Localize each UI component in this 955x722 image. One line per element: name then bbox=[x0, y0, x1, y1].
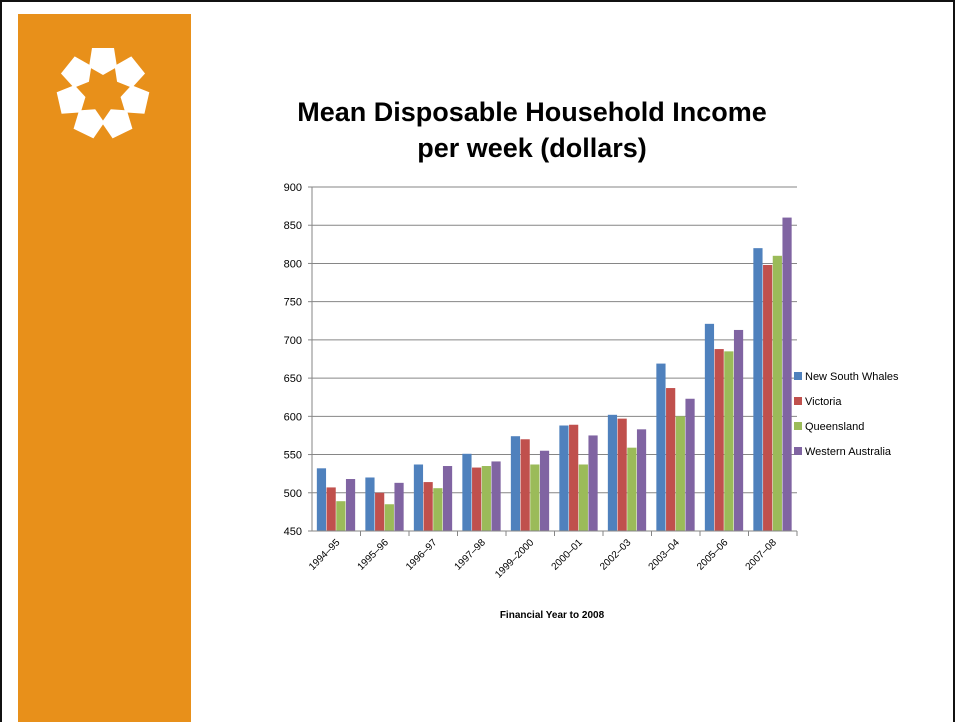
x-tick-label: 2002–03 bbox=[598, 537, 634, 573]
bar bbox=[733, 329, 744, 531]
chart-title: Mean Disposable Household Income per wee… bbox=[262, 94, 802, 166]
bar bbox=[772, 255, 782, 532]
bar bbox=[394, 482, 404, 531]
legend-label: New South Whales bbox=[805, 371, 899, 383]
y-tick-label: 750 bbox=[284, 297, 302, 309]
y-tick-label: 650 bbox=[284, 373, 302, 385]
bar bbox=[462, 453, 472, 531]
legend-swatch bbox=[794, 422, 802, 430]
bar bbox=[336, 501, 346, 531]
chart-bars bbox=[316, 217, 792, 532]
bar bbox=[617, 418, 627, 531]
bar bbox=[714, 349, 724, 531]
x-tick-label: 1996–97 bbox=[404, 537, 440, 573]
x-axis-title: Financial Year to 2008 bbox=[500, 610, 605, 621]
bar bbox=[627, 447, 637, 531]
y-tick-label: 500 bbox=[284, 488, 302, 500]
x-tick-label: 1999–2000 bbox=[493, 537, 536, 580]
bar bbox=[753, 248, 763, 531]
bar bbox=[530, 464, 540, 531]
bar bbox=[520, 439, 530, 531]
bar bbox=[636, 429, 647, 531]
x-tick-label: 2005–06 bbox=[695, 537, 731, 573]
x-tick-label: 2000–01 bbox=[550, 537, 586, 573]
bar bbox=[782, 217, 792, 532]
bar bbox=[345, 479, 356, 531]
legend-swatch bbox=[794, 447, 802, 455]
side-band bbox=[18, 14, 191, 722]
x-tick-label: 1995–96 bbox=[356, 537, 392, 573]
bar bbox=[510, 436, 521, 531]
bar bbox=[433, 488, 443, 531]
bar bbox=[675, 416, 685, 531]
legend-label: Western Australia bbox=[805, 446, 892, 458]
bar bbox=[423, 482, 433, 531]
x-tick-label: 1997–98 bbox=[453, 537, 489, 573]
chart-title-line-1: Mean Disposable Household Income bbox=[297, 97, 767, 127]
bar bbox=[656, 363, 666, 531]
y-tick-label: 850 bbox=[284, 220, 302, 232]
x-tick-label: 2007–08 bbox=[744, 537, 780, 573]
bar bbox=[539, 450, 550, 531]
x-axis: 1994–95 1995–96 1996–97 1997–98 1999–2000 200… bbox=[307, 530, 798, 581]
legend-swatch bbox=[794, 397, 802, 405]
legend-swatch bbox=[794, 372, 802, 380]
bar bbox=[578, 464, 588, 531]
x-tick-label: 1994–95 bbox=[307, 537, 343, 573]
bar bbox=[472, 467, 482, 531]
bar bbox=[413, 464, 424, 531]
bar bbox=[685, 398, 695, 531]
bar bbox=[724, 351, 734, 531]
bar bbox=[375, 492, 385, 531]
bar bbox=[588, 435, 598, 531]
bar bbox=[763, 264, 773, 531]
y-tick-label: 550 bbox=[284, 450, 302, 462]
y-tick-label: 700 bbox=[284, 335, 302, 347]
chart-title-line-2: per week (dollars) bbox=[417, 133, 647, 163]
bar bbox=[326, 487, 336, 531]
bar bbox=[384, 504, 394, 531]
bar bbox=[442, 466, 453, 531]
bar bbox=[481, 466, 491, 531]
bar bbox=[704, 323, 715, 531]
bar bbox=[559, 425, 569, 531]
y-tick-label: 600 bbox=[284, 411, 302, 423]
star-ring-logo-icon bbox=[56, 48, 150, 139]
bar bbox=[316, 468, 327, 531]
bar bbox=[491, 461, 501, 531]
y-axis: 450 500 550 600 650 700 750 800 850 900 bbox=[284, 182, 313, 538]
legend-label: Queensland bbox=[805, 421, 864, 433]
bar bbox=[365, 477, 375, 531]
bar bbox=[569, 424, 579, 531]
bar bbox=[607, 414, 618, 531]
x-tick-label: 2003–04 bbox=[647, 537, 683, 573]
legend-label: Victoria bbox=[805, 396, 842, 408]
bar bbox=[666, 388, 676, 531]
y-tick-label: 800 bbox=[284, 258, 302, 270]
y-tick-label: 450 bbox=[284, 526, 302, 538]
chart-legend: New South Whales Victoria Queensland Wester… bbox=[794, 371, 899, 458]
y-tick-label: 900 bbox=[284, 182, 302, 194]
